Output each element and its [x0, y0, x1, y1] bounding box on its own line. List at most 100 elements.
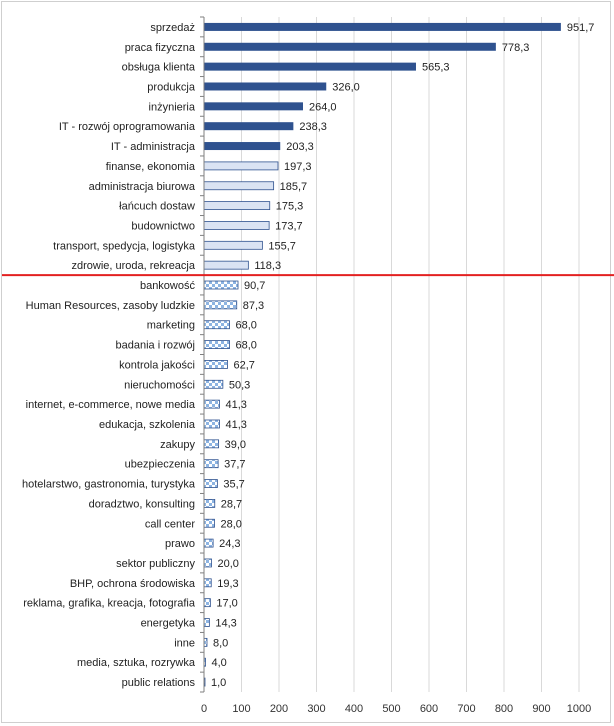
category-label: kontrola jakości [119, 359, 195, 371]
bar [203, 479, 218, 488]
value-label: 778,3 [502, 42, 530, 54]
x-tick-label: 100 [232, 703, 250, 715]
value-label: 87,3 [243, 300, 264, 312]
value-label: 62,7 [234, 359, 255, 371]
value-label: 19,3 [217, 578, 238, 590]
x-tick-label: 800 [495, 703, 513, 715]
value-label: 951,7 [567, 22, 595, 34]
x-tick-label: 400 [345, 703, 363, 715]
category-label: IT - administracja [111, 141, 196, 153]
bar [204, 122, 294, 131]
x-tick-label: 200 [270, 703, 288, 715]
category-label: energetyka [141, 618, 196, 630]
category-label: marketing [147, 320, 195, 332]
bar [203, 598, 211, 608]
category-label: inne [174, 637, 195, 649]
category-label: zakupy [160, 439, 195, 451]
category-label: reklama, grafika, kreacja, fotografia [23, 598, 196, 610]
value-label: 17,0 [216, 598, 237, 610]
bar [203, 518, 215, 528]
category-label: zdrowie, uroda, rekreacja [71, 260, 195, 272]
x-tick-label: 700 [457, 703, 475, 715]
value-label: 37,7 [224, 459, 245, 471]
value-label: 28,7 [221, 498, 242, 510]
category-label: Human Resources, zasoby ludzkie [26, 300, 195, 312]
value-label: 24,3 [219, 538, 240, 550]
category-label: edukacja, szkolenia [99, 419, 196, 431]
bar [203, 360, 228, 369]
bar [203, 538, 214, 548]
category-label: public relations [122, 677, 196, 689]
category-label: nieruchomości [124, 379, 195, 391]
value-labels: 951,7 778,3 565,3 326,0 264,0 238,3 203,3 197,3… [211, 22, 594, 689]
bar [204, 82, 327, 91]
category-label: hotelarstwo, gastronomia, turystyka [22, 479, 196, 491]
value-label: 155,7 [268, 240, 296, 252]
category-label: call center [145, 518, 195, 530]
category-label: administracja biurowa [89, 181, 196, 193]
category-label: internet, e-commerce, nowe media [26, 399, 196, 411]
category-label: IT - rozwój oprogramowania [59, 121, 196, 133]
x-tick-label: 300 [307, 703, 325, 715]
value-label: 90,7 [244, 280, 265, 292]
category-label: ubezpieczenia [125, 459, 196, 471]
category-label: inżynieria [149, 101, 196, 113]
bars [203, 22, 561, 687]
category-label: produkcja [147, 81, 196, 93]
bar [204, 102, 303, 111]
category-label: finanse, ekonomia [106, 161, 196, 173]
bar [203, 399, 220, 409]
x-axis-ticks: 0 100 200 300 400 500 600 700 800 900 1000 [201, 703, 591, 715]
value-label: 35,7 [223, 479, 244, 491]
bar [204, 62, 416, 71]
bar [203, 161, 279, 171]
category-label: łańcuch dostaw [119, 201, 195, 213]
bar [203, 558, 212, 568]
category-labels: sprzedaż praca fizyczna obsługa klienta pro… [22, 22, 196, 689]
x-tick-label: 0 [201, 703, 207, 715]
bar [203, 260, 249, 270]
x-tick-label: 1000 [567, 703, 591, 715]
category-label: obsługa klienta [122, 62, 196, 74]
value-label: 41,3 [225, 399, 246, 411]
value-label: 203,3 [286, 141, 314, 153]
value-label: 565,3 [422, 62, 450, 74]
value-label: 326,0 [332, 81, 360, 93]
bar [203, 439, 220, 449]
value-label: 50,3 [229, 379, 250, 391]
category-label: media, sztuka, rozrywka [77, 657, 196, 669]
x-tick-label: 500 [382, 703, 400, 715]
bar [203, 280, 239, 290]
value-label: 1,0 [211, 677, 226, 689]
category-label: doradztwo, konsulting [89, 498, 195, 510]
category-label: badania i rozwój [116, 340, 196, 352]
bar [203, 618, 210, 627]
category-label: prawo [165, 538, 195, 550]
bar [203, 221, 270, 230]
bar [204, 142, 281, 151]
bar [203, 459, 219, 469]
axes [200, 16, 205, 693]
value-label: 197,3 [284, 161, 312, 173]
value-label: 8,0 [213, 637, 228, 649]
value-label: 14,3 [215, 618, 236, 630]
category-label: transport, spedycja, logistyka [53, 240, 196, 252]
x-tick-label: 600 [420, 703, 438, 715]
value-label: 185,7 [280, 181, 308, 193]
gridlines [241, 17, 580, 692]
category-label: bankowość [140, 280, 196, 292]
value-label: 39,0 [225, 439, 246, 451]
category-label: budownictwo [131, 220, 195, 232]
value-label: 118,3 [254, 260, 281, 272]
bar [203, 498, 216, 508]
category-label: sektor publiczny [116, 558, 195, 570]
bar [203, 578, 212, 588]
value-label: 4,0 [212, 657, 227, 669]
bar [203, 340, 230, 349]
x-tick-label: 900 [532, 703, 550, 715]
category-label: sprzedaż [150, 22, 195, 34]
bar [203, 419, 220, 429]
category-label: BHP, ochrona środowiska [70, 578, 196, 590]
